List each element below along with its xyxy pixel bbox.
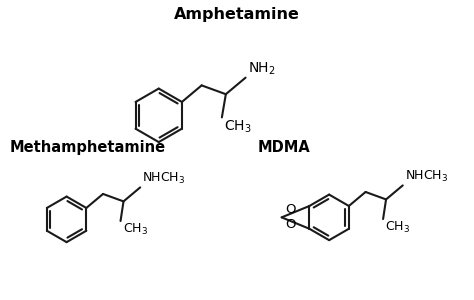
- Text: O: O: [285, 218, 296, 232]
- Text: CH$_3$: CH$_3$: [224, 118, 252, 135]
- Text: CH$_3$: CH$_3$: [385, 220, 410, 235]
- Text: Amphetamine: Amphetamine: [174, 7, 300, 22]
- Text: O: O: [285, 203, 296, 216]
- Text: CH$_3$: CH$_3$: [122, 222, 147, 237]
- Text: NH$_2$: NH$_2$: [247, 60, 275, 77]
- Text: MDMA: MDMA: [258, 140, 310, 155]
- Text: NHCH$_3$: NHCH$_3$: [405, 169, 448, 184]
- Text: Methamphetamine: Methamphetamine: [10, 140, 166, 155]
- Text: NHCH$_3$: NHCH$_3$: [142, 171, 185, 186]
